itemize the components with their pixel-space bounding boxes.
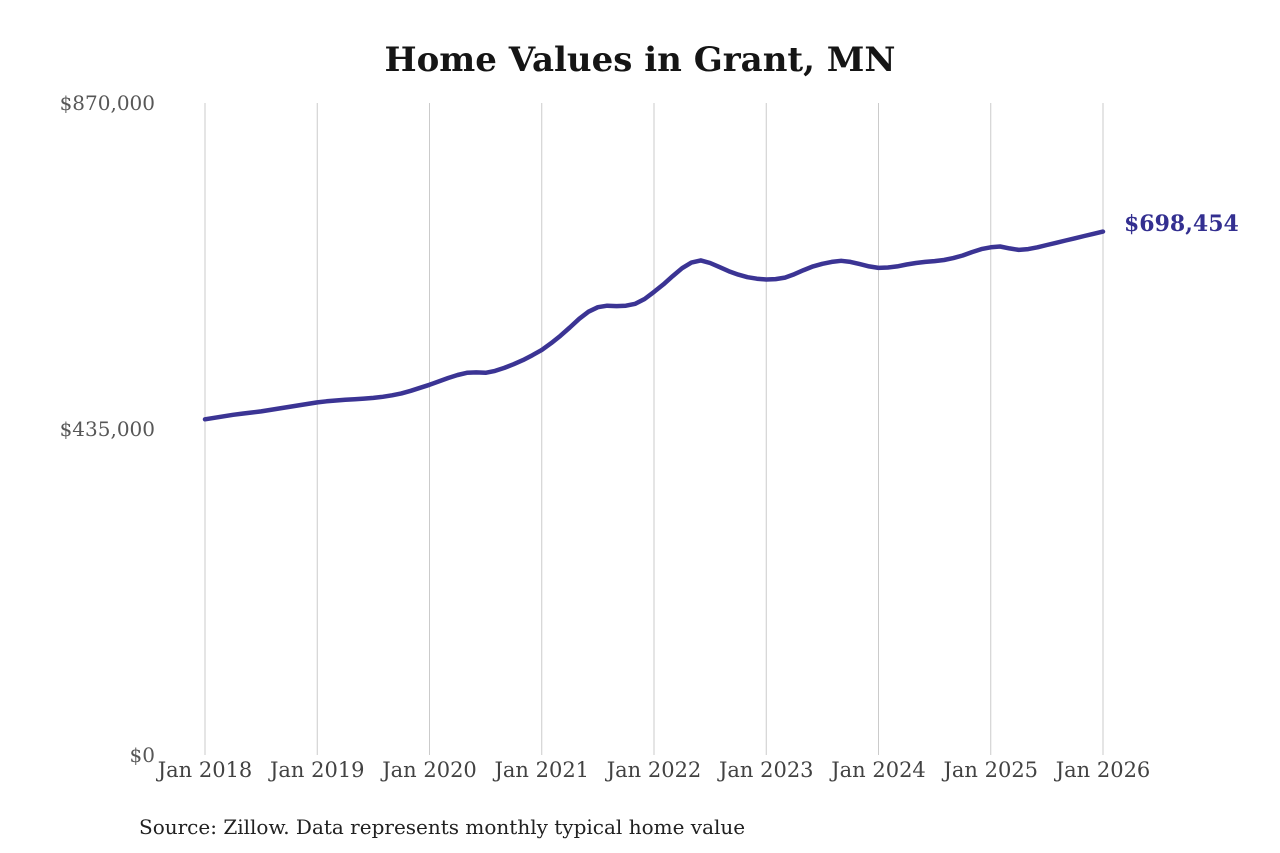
x-axis-label: Jan 2020	[382, 758, 477, 782]
source-note: Source: Zillow. Data represents monthly …	[139, 815, 746, 839]
x-axis-label: Jan 2026	[1055, 758, 1151, 782]
y-axis-label: $870,000	[59, 91, 155, 115]
end-value-label: $698,454	[1124, 211, 1239, 237]
x-axis-label: Jan 2018	[157, 758, 253, 782]
x-axis-label: Jan 2024	[831, 758, 926, 782]
x-axis-label: Jan 2021	[494, 758, 590, 782]
home-value-line	[202, 229, 1106, 422]
y-axis-label: $0	[129, 743, 155, 767]
gridlines-group	[204, 103, 1104, 755]
x-axis-label: Jan 2023	[718, 758, 814, 782]
x-axis-label: Jan 2019	[269, 758, 365, 782]
x-axis-label: Jan 2022	[606, 758, 702, 782]
x-axis-label: Jan 2025	[943, 758, 1039, 782]
chart-title: Home Values in Grant, MN	[384, 40, 896, 80]
y-axis-label: $435,000	[59, 417, 155, 441]
